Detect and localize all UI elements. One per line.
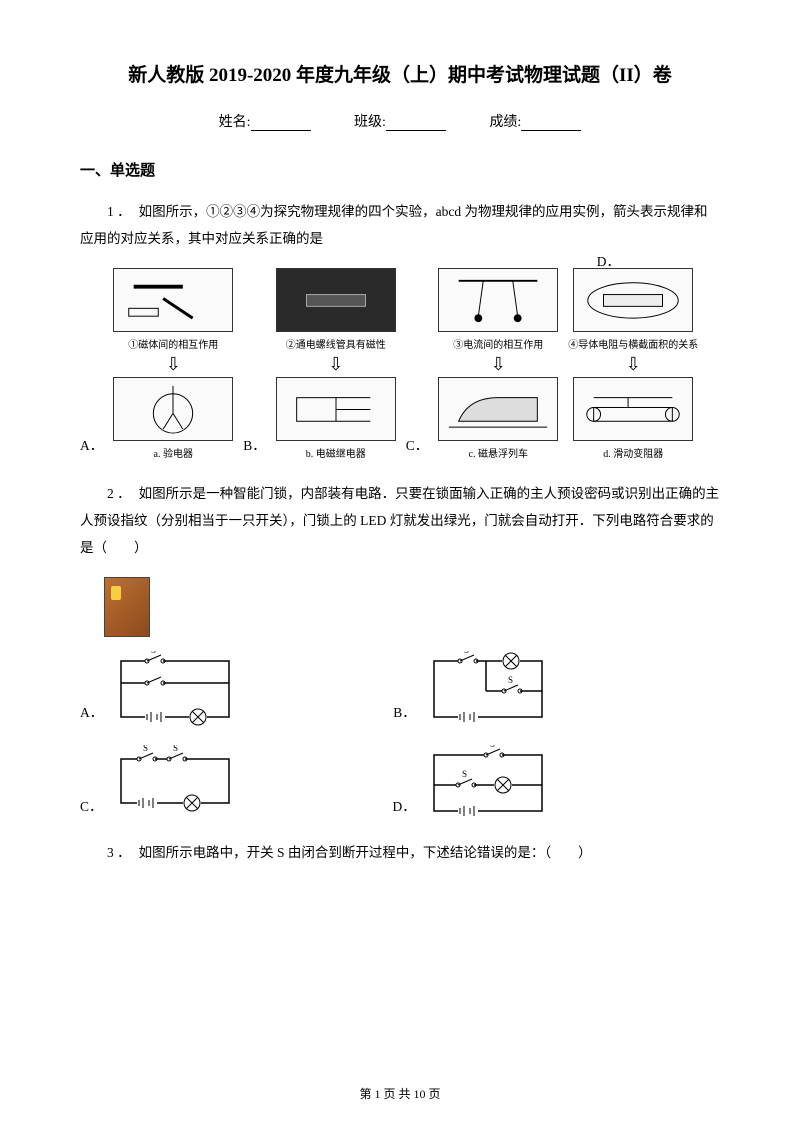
fig3-bot-label: c. 磁悬浮列车: [469, 445, 528, 460]
footer-total: 10: [414, 1087, 426, 1101]
q2-option-b-label: B．: [393, 701, 416, 721]
svg-text:S: S: [462, 769, 467, 779]
q1-number: 1 ．: [107, 204, 131, 219]
experiment-magnets-icon: [113, 268, 233, 332]
class-label: 班级:: [354, 115, 386, 130]
svg-text:S: S: [508, 675, 513, 685]
circuit-d-icon: S S: [424, 745, 552, 821]
q1-figure-a: ①磁体间的相互作用 ⇩ a. 验电器: [113, 268, 233, 460]
smart-lock-icon: [104, 577, 150, 637]
current-interaction-icon: [438, 268, 558, 332]
q2-option-a-label: A．: [80, 701, 103, 721]
q1-figure-c: ③电流间的相互作用 ⇩ c. 磁悬浮列车: [438, 268, 558, 460]
q2-option-d-label: D．: [393, 795, 416, 815]
arrow-down-icon: ⇩: [328, 355, 343, 373]
footer-prefix: 第: [359, 1087, 374, 1101]
svg-text:S: S: [173, 745, 178, 753]
circuit-c-icon: S S: [111, 745, 239, 821]
section-heading: 一、单选题: [80, 159, 720, 180]
q1-figure-d: ④导体电阻与横截面积的关系 ⇩ d. 滑动变阻器: [568, 268, 698, 460]
svg-text:S: S: [151, 651, 156, 655]
footer-suffix: 页: [426, 1087, 441, 1101]
q1-figure-b: ②通电螺线管具有磁性 ⇩ b. 电磁继电器: [276, 268, 396, 460]
arrow-down-icon: ⇩: [626, 355, 641, 373]
score-label: 成绩:: [489, 115, 521, 130]
question-3: 3 ． 如图所示电路中，开关 S 由闭合到断开过程中，下述结论错误的是：（ ）: [80, 839, 720, 866]
class-blank: [386, 117, 446, 131]
fig4-bot-label: d. 滑动变阻器: [603, 445, 663, 460]
q1-figure-row: D． A． ①磁体间的相互作用 ⇩ a. 验电器 B． ②通电螺线管具有磁性 ⇩…: [80, 268, 720, 460]
svg-text:S: S: [490, 745, 495, 749]
q1-option-a-label: A．: [80, 434, 103, 454]
svg-text:S: S: [464, 651, 469, 655]
page-title: 新人教版 2019-2020 年度九年级（上）期中考试物理试题（II）卷: [80, 60, 720, 87]
fig1-top-label: ①磁体间的相互作用: [128, 336, 218, 351]
q1-option-b-label: B．: [243, 434, 266, 454]
arrow-down-icon: ⇩: [491, 355, 506, 373]
q1-option-c-label: C．: [406, 434, 429, 454]
resistance-exp-icon: [573, 268, 693, 332]
q3-text: 如图所示电路中，开关 S 由闭合到断开过程中，下述结论错误的是：（ ）: [139, 845, 592, 860]
q3-number: 3 ．: [107, 845, 131, 860]
q2-text: 如图所示是一种智能门锁，内部装有电路．只要在锁面输入正确的主人预设密码或识别出正…: [80, 486, 719, 555]
q1-option-d-label: D．: [597, 250, 620, 270]
rheostat-icon: [573, 377, 693, 441]
solenoid-icon: [276, 268, 396, 332]
svg-text:S: S: [143, 745, 148, 753]
name-label: 姓名:: [219, 115, 251, 130]
score-blank: [521, 117, 581, 131]
maglev-train-icon: [438, 377, 558, 441]
q1-text: 如图所示，①②③④为探究物理规律的四个实验，abcd 为物理规律的应用实例，箭头…: [80, 204, 707, 246]
page-footer: 第 1 页 共 10 页: [0, 1085, 800, 1102]
student-info-row: 姓名: 班级: 成绩:: [80, 111, 720, 131]
arrow-down-icon: ⇩: [166, 355, 181, 373]
q2-number: 2 ．: [107, 486, 131, 501]
fig1-bot-label: a. 验电器: [154, 445, 193, 460]
fig2-top-label: ②通电螺线管具有磁性: [286, 336, 386, 351]
q2-option-c-label: C．: [80, 795, 103, 815]
question-1: 1 ．如图所示，①②③④为探究物理规律的四个实验，abcd 为物理规律的应用实例…: [80, 198, 720, 252]
electroscope-icon: [113, 377, 233, 441]
fig2-bot-label: b. 电磁继电器: [306, 445, 366, 460]
footer-mid: 页 共: [380, 1087, 413, 1101]
circuit-b-icon: S S: [424, 651, 552, 727]
name-blank: [251, 117, 311, 131]
relay-icon: [276, 377, 396, 441]
q2-circuit-grid: A． S B． S S: [80, 651, 720, 821]
circuit-a-icon: S: [111, 651, 239, 727]
question-2: 2 ．如图所示是一种智能门锁，内部装有电路．只要在锁面输入正确的主人预设密码或识…: [80, 480, 720, 561]
fig3-top-label: ③电流间的相互作用: [453, 336, 543, 351]
fig4-top-label: ④导体电阻与横截面积的关系: [568, 336, 698, 351]
